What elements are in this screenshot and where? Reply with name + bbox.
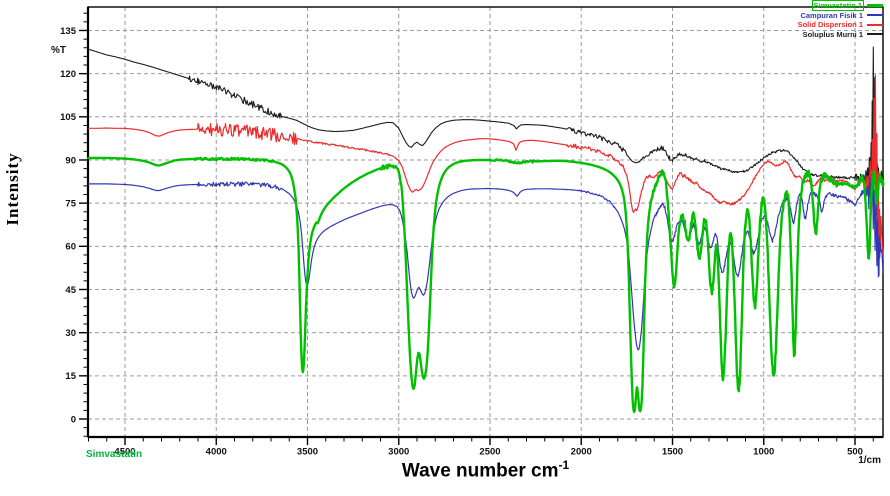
legend-entry-simvastatin-1[interactable]: Simvastatin 1 <box>811 0 883 12</box>
legend-entry-label: Simvastatin 1 <box>811 0 864 12</box>
legend-color-dash-icon <box>867 4 883 8</box>
legend-entry-solid-dispersion-1[interactable]: Solid Dispersion 1 <box>797 20 883 30</box>
legend-entry-label: Campuran Fisik 1 <box>800 10 863 20</box>
y-axis-title-text: Intensity <box>3 152 22 226</box>
y-tick-label: 105 <box>60 112 77 123</box>
legend-entry-label: Solid Dispersion 1 <box>797 20 863 30</box>
y-tick-label: 60 <box>65 242 76 253</box>
y-tick-label: 75 <box>65 198 76 209</box>
legend-color-dash-icon <box>867 33 883 36</box>
x-tick-label: 2500 <box>479 447 500 458</box>
x-axis-title: Wave number cm-1 <box>88 458 883 482</box>
legend: Simvastatin 1 Campuran Fisik 1 Solid Dispe… <box>797 0 883 40</box>
sample-name-label: Simvastatin <box>86 449 143 460</box>
series-line-soluplus-murni-1[interactable] <box>87 46 884 186</box>
x-axis-title-superscript: -1 <box>558 458 570 472</box>
y-axis-title: Intensity <box>3 129 25 249</box>
legend-color-dash-icon <box>867 23 883 26</box>
x-tick-label: 4000 <box>206 447 227 458</box>
y-tick-label: 135 <box>60 26 77 37</box>
series-line-simvastatin-1[interactable] <box>87 156 885 413</box>
legend-entry-soluplus-murni-1[interactable]: Soluplus Murni 1 <box>802 30 883 40</box>
series-line-campuran-fisik-1[interactable] <box>87 174 884 351</box>
x-tick-label: 2000 <box>571 447 592 458</box>
tick-labels: 0 15 30 45 60 75 90 105 120 135 4500 4000 3500 3000 25… <box>60 26 863 458</box>
y-tick-label: 30 <box>65 328 76 339</box>
x-axis-title-text: Wave number cm <box>401 460 559 482</box>
x-tick-label: 3500 <box>297 447 318 458</box>
x-tick-label: 4500 <box>114 447 135 458</box>
axis-ticks <box>79 12 874 445</box>
x-tick-label: 500 <box>847 447 863 458</box>
x-tick-label: 3000 <box>388 447 409 458</box>
x-tick-label: 1000 <box>753 447 774 458</box>
y-tick-label: 90 <box>65 155 76 166</box>
legend-entry-label: Soluplus Murni 1 <box>802 29 863 39</box>
y-tick-label: 0 <box>71 414 76 425</box>
gridlines <box>88 7 883 437</box>
y-tick-label: 15 <box>65 371 76 382</box>
x-axis-unit-label: 1/cm <box>858 455 881 466</box>
series-line-solid-dispersion-1[interactable] <box>87 74 884 277</box>
y-tick-label: 120 <box>60 69 76 80</box>
legend-color-dash-icon <box>867 14 883 17</box>
y-axis-unit-label: %T <box>51 45 66 56</box>
x-tick-label: 1500 <box>662 447 683 458</box>
y-tick-label: 45 <box>65 285 76 296</box>
legend-entry-campuran-fisik-1[interactable]: Campuran Fisik 1 <box>799 11 883 21</box>
